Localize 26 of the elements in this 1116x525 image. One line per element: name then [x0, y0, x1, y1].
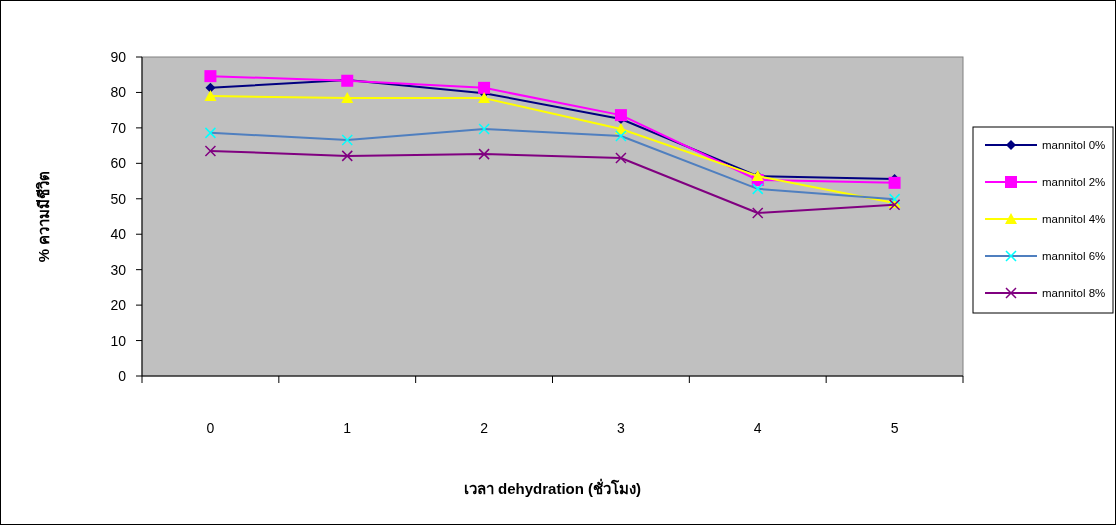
legend-label: mannitol 0% — [1042, 139, 1106, 151]
y-tick-label: 90 — [110, 49, 127, 65]
y-tick-label: 60 — [110, 155, 127, 172]
x-tick-label: 1 — [343, 420, 352, 436]
legend-label: mannitol 6% — [1042, 250, 1106, 262]
y-tick-label: 40 — [110, 226, 127, 243]
y-tick-label: 80 — [110, 84, 127, 101]
x-tick-label: 2 — [480, 420, 489, 436]
y-tick-label: 50 — [110, 190, 127, 207]
x-tick-label: 0 — [206, 420, 215, 436]
legend-label: mannitol 4% — [1042, 213, 1106, 225]
y-tick-label: 10 — [110, 332, 127, 349]
y-tick-label: 0 — [118, 368, 127, 384]
y-tick-label: 20 — [110, 297, 127, 314]
x-tick-label: 5 — [890, 420, 899, 436]
y-tick-label: 70 — [110, 119, 127, 136]
point — [752, 183, 764, 195]
point — [888, 193, 901, 205]
x-tick-label: 4 — [753, 420, 762, 436]
y-axis-title: % ความมีชีวิต — [35, 170, 52, 263]
x-axis-title: เวลา dehydration (ชั่วโมง) — [463, 478, 642, 497]
x-tick-label: 3 — [617, 420, 626, 436]
legend-label: mannitol 8% — [1042, 287, 1106, 299]
point — [752, 207, 764, 219]
legend-label: mannitol 2% — [1042, 176, 1106, 188]
y-tick-label: 30 — [110, 261, 127, 278]
